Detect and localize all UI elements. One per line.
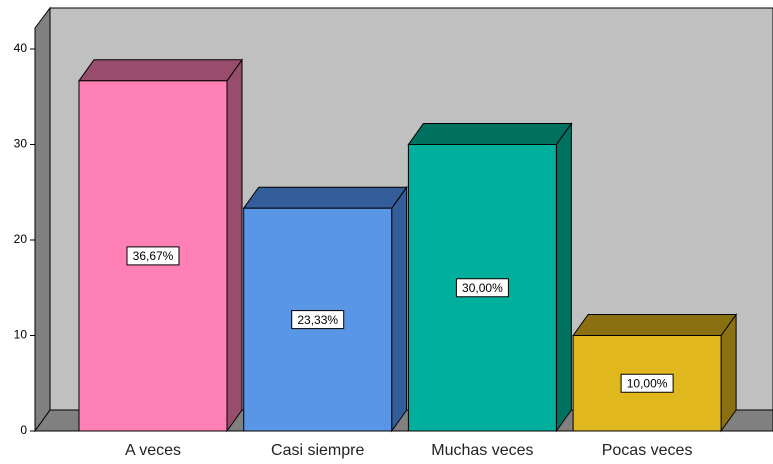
bar-side: [391, 185, 408, 433]
y-tick-label: 10: [14, 328, 28, 342]
x-tick-label: Muchas veces: [431, 442, 533, 459]
value-label: 10,00%: [627, 376, 668, 390]
value-label: 23,33%: [297, 313, 338, 327]
y-tick-label: 20: [14, 232, 28, 246]
value-label-box: [620, 373, 674, 393]
bar-top: [407, 123, 573, 145]
x-tick-label: Casi siempre: [271, 442, 364, 459]
value-label: 30,00%: [462, 281, 503, 295]
y-tick-label: 30: [14, 137, 28, 151]
bar-top: [572, 314, 738, 336]
left-wall: [34, 6, 51, 433]
bar-side: [226, 58, 243, 433]
y-tick-label: 40: [14, 41, 28, 55]
value-label: 36,67%: [133, 249, 174, 263]
value-label-box: [291, 310, 345, 330]
bar-side: [555, 121, 572, 433]
y-tick-label: 0: [20, 423, 27, 437]
value-label-box: [455, 278, 509, 298]
value-label-box: [126, 246, 180, 266]
bar-top: [78, 59, 243, 82]
x-tick-label: A veces: [125, 442, 181, 459]
x-tick-label: Pocas veces: [602, 442, 693, 459]
bar-top: [242, 186, 408, 209]
